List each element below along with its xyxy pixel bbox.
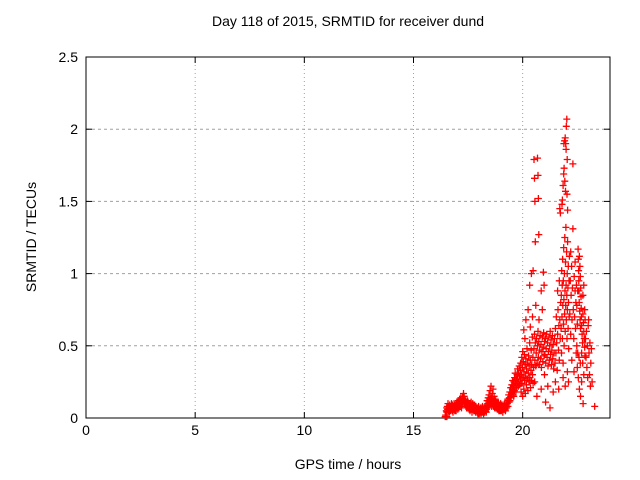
- y-tick-label: 1.5: [59, 193, 79, 209]
- y-tick-label: 1: [70, 266, 78, 282]
- scatter-points: [441, 115, 599, 421]
- plot-border: [85, 56, 611, 419]
- y-tick-label: 0.5: [59, 338, 79, 354]
- x-tick-label: 20: [515, 422, 531, 438]
- x-tick-label: 15: [406, 422, 422, 438]
- chart-title: Day 118 of 2015, SRMTID for receiver dun…: [211, 13, 485, 29]
- x-tick-label: 5: [191, 422, 199, 438]
- y-tick-label: 2.5: [59, 49, 79, 65]
- y-tick-label: 0: [70, 410, 78, 426]
- y-tick-label: 2: [70, 121, 78, 137]
- y-axis-label: SRMTID / TECUs: [23, 181, 39, 293]
- x-tick-label: 10: [297, 422, 313, 438]
- x-tick-label: 0: [82, 422, 90, 438]
- x-axis-label: GPS time / hours: [294, 456, 402, 472]
